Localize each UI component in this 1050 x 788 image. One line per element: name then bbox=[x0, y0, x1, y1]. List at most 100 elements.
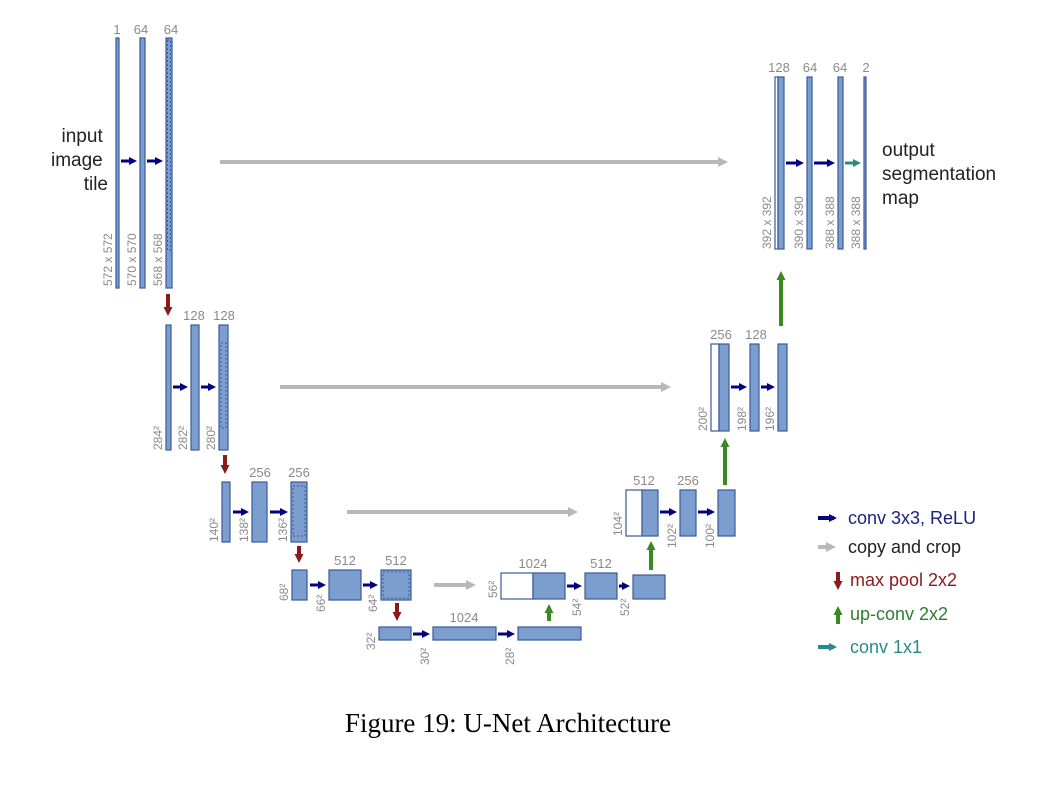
size-label-u4-b: 54² bbox=[570, 599, 584, 616]
channel-label-u4-b: 512 bbox=[590, 556, 612, 571]
feature-map-u1-d bbox=[863, 76, 867, 250]
channel-label-u2-a: 256 bbox=[710, 327, 732, 342]
input-label-line-1: input bbox=[62, 126, 104, 147]
feature-map-l1-a bbox=[115, 37, 120, 289]
feature-map-u4-b bbox=[584, 572, 618, 600]
size-label-l2-a: 284² bbox=[151, 426, 165, 450]
crop-region-l4 bbox=[382, 571, 410, 599]
encoder-level-1: 1 64 64 572 x 572 570 x 570 568 x 568 bbox=[101, 22, 178, 289]
feature-map-l5-b bbox=[432, 626, 497, 641]
size-label-l1-a: 572 x 572 bbox=[101, 233, 115, 286]
output-label: output segmentation map bbox=[882, 140, 1001, 209]
feature-map-u3-c bbox=[717, 489, 736, 537]
channel-label-l4-b: 512 bbox=[385, 553, 407, 568]
feature-map-l2-b bbox=[190, 324, 200, 451]
size-label-l1-b: 570 x 570 bbox=[125, 233, 139, 286]
channel-label-l3-b: 256 bbox=[288, 465, 310, 480]
feature-map-l4-b bbox=[328, 569, 362, 601]
channel-label-l3-a: 256 bbox=[249, 465, 271, 480]
feature-map-u1-a bbox=[777, 76, 785, 250]
feature-map-u1-b bbox=[806, 76, 813, 250]
size-label-u2-b: 198² bbox=[735, 407, 749, 431]
encoder-level-3: 256 256 140² 138² 136² bbox=[207, 465, 310, 543]
size-label-l2-c: 280² bbox=[204, 426, 218, 450]
cropped-copy-u3 bbox=[625, 489, 643, 537]
feature-map-u4-c bbox=[632, 574, 666, 600]
feature-map-u4-a bbox=[532, 572, 566, 600]
size-label-l4-c: 64² bbox=[366, 595, 380, 612]
decoder-level-3: 512 256 104² 102² 100² bbox=[611, 473, 736, 548]
size-label-l5-a: 32² bbox=[364, 633, 378, 650]
size-label-u3-c: 100² bbox=[703, 524, 717, 548]
size-label-l3-a: 140² bbox=[207, 518, 221, 542]
size-label-l4-b: 66² bbox=[314, 595, 328, 612]
legend-upconv-label: up-conv 2x2 bbox=[850, 604, 948, 624]
input-label-line-2: image bbox=[51, 150, 103, 171]
output-label-line-3: map bbox=[882, 188, 919, 209]
encoder-level-2: 128 128 284² 282² 280² bbox=[151, 308, 235, 451]
skip-connections bbox=[220, 157, 728, 590]
size-label-u1-a: 392 x 392 bbox=[760, 196, 774, 249]
input-label: input image tile bbox=[51, 126, 108, 195]
channel-label-u4-a: 1024 bbox=[519, 556, 548, 571]
legend-copy-label: copy and crop bbox=[848, 537, 961, 557]
channel-label-u1-d: 2 bbox=[862, 60, 869, 75]
channel-label-l2-b: 128 bbox=[213, 308, 235, 323]
feature-map-l1-c bbox=[165, 37, 173, 289]
feature-map-u2-a bbox=[718, 343, 730, 432]
channel-label-l1-b: 64 bbox=[134, 22, 148, 37]
size-label-u4-c: 52² bbox=[618, 599, 632, 616]
feature-map-u2-c bbox=[777, 343, 788, 432]
channel-label-u1-a: 128 bbox=[768, 60, 790, 75]
feature-map-u1-c bbox=[837, 76, 844, 250]
feature-map-l2-a bbox=[165, 324, 172, 451]
crop-region-l2 bbox=[220, 342, 227, 429]
feature-map-l3-c bbox=[290, 481, 308, 543]
size-label-u2-a: 200² bbox=[696, 407, 710, 431]
max-pool-arrows bbox=[163, 294, 402, 621]
size-label-u2-c: 196² bbox=[763, 407, 777, 431]
crop-region-l3 bbox=[292, 485, 306, 537]
channel-label-u2-b: 128 bbox=[745, 327, 767, 342]
channel-label-u3-a: 512 bbox=[633, 473, 655, 488]
size-label-l2-b: 282² bbox=[176, 426, 190, 450]
cropped-copy-u4 bbox=[500, 572, 534, 600]
cropped-copy-u2 bbox=[710, 343, 720, 432]
size-label-u1-b: 390 x 390 bbox=[792, 196, 806, 249]
channel-label-l2-a: 128 bbox=[183, 308, 205, 323]
encoder-level-4: 512 512 68² 66² 64² bbox=[277, 553, 412, 612]
input-label-line-3: tile bbox=[84, 174, 108, 195]
channel-label-l4-a: 512 bbox=[334, 553, 356, 568]
feature-map-u3-b bbox=[679, 489, 697, 537]
output-label-line-1: output bbox=[882, 140, 936, 161]
feature-map-l1-b bbox=[139, 37, 146, 289]
feature-map-l2-c bbox=[218, 324, 229, 451]
figure-caption: Figure 19: U-Net Architecture bbox=[345, 708, 671, 738]
size-label-l4-a: 68² bbox=[277, 584, 291, 601]
decoder-level-1: 128 64 64 2 392 x 392 390 x 390 388 x 38… bbox=[760, 60, 870, 250]
size-label-u4-a: 56² bbox=[486, 581, 500, 598]
channel-label-l1-a: 1 bbox=[113, 22, 120, 37]
size-label-u3-b: 102² bbox=[665, 524, 679, 548]
feature-map-l5-c bbox=[517, 626, 582, 641]
channel-label-u1-c: 64 bbox=[833, 60, 847, 75]
bottleneck-level-5: 1024 32² 30² 28² bbox=[364, 610, 582, 665]
feature-map-u3-a bbox=[641, 489, 659, 537]
size-label-u1-d: 388 x 388 bbox=[849, 196, 863, 249]
legend-pool-label: max pool 2x2 bbox=[850, 570, 957, 590]
crop-region-l1 bbox=[167, 39, 171, 251]
size-label-u1-c: 388 x 388 bbox=[823, 196, 837, 249]
legend-conv1x1-label: conv 1x1 bbox=[850, 637, 922, 657]
size-label-l5-b: 30² bbox=[418, 648, 432, 665]
feature-map-l5-a bbox=[378, 626, 412, 641]
legend-conv-label: conv 3x3, ReLU bbox=[848, 508, 976, 528]
feature-map-l3-b bbox=[251, 481, 268, 543]
legend: conv 3x3, ReLU copy and crop max pool 2x… bbox=[818, 508, 976, 657]
size-label-l3-b: 138² bbox=[237, 518, 251, 542]
decoder-level-4: 1024 512 56² 54² 52² bbox=[486, 556, 666, 616]
channel-label-u3-b: 256 bbox=[677, 473, 699, 488]
channel-label-l1-c: 64 bbox=[164, 22, 178, 37]
feature-map-l4-c bbox=[380, 569, 412, 601]
channel-label-l5-a: 1024 bbox=[450, 610, 479, 625]
